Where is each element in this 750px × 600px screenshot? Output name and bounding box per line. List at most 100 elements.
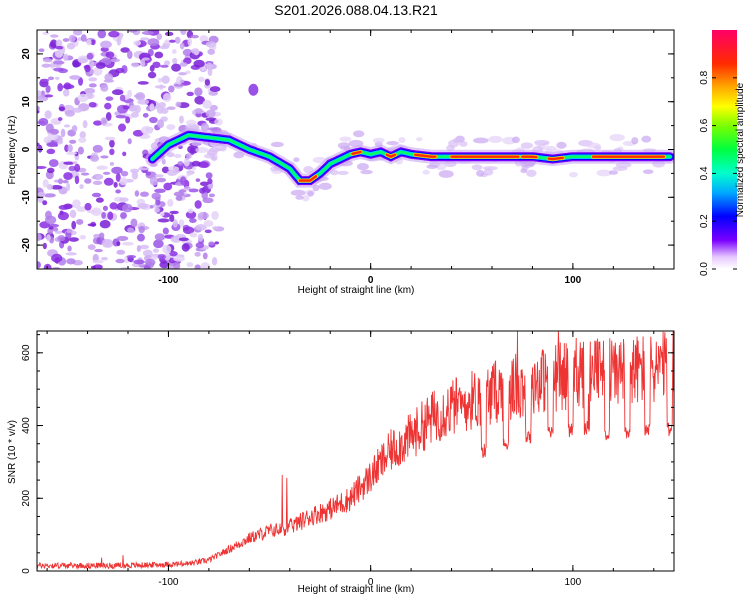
noise-blob: [186, 262, 194, 268]
noise-blob: [295, 195, 304, 200]
noise-blob: [101, 211, 106, 219]
noise-blob: [211, 210, 219, 220]
noise-blob: [631, 137, 639, 145]
noise-blob: [209, 104, 218, 111]
noise-blob: [194, 87, 203, 97]
noise-blob: [100, 47, 109, 53]
noise-blob: [163, 252, 171, 261]
noise-blob: [131, 171, 139, 180]
noise-blob: [198, 76, 205, 83]
noise-blob: [202, 99, 212, 109]
noise-blob: [189, 218, 197, 223]
noise-blob: [42, 179, 49, 188]
noise-blob: [57, 83, 64, 92]
noise-blob: [473, 137, 489, 144]
noise-blob: [88, 83, 97, 88]
noise-blob: [209, 86, 221, 93]
noise-blob: [163, 182, 173, 191]
noise-blob: [42, 200, 48, 206]
noise-blob: [211, 257, 218, 266]
noise-blob: [77, 93, 89, 103]
noise-blob: [190, 34, 199, 39]
noise-blob: [37, 191, 46, 198]
noise-blob: [169, 210, 179, 215]
noise-blob: [79, 131, 86, 139]
noise-blob: [569, 171, 578, 178]
snr-x-ticks: -100 0 100: [46, 331, 655, 588]
noise-blob: [180, 79, 185, 84]
noise-blob: [208, 90, 218, 96]
noise-blob: [483, 168, 494, 176]
noise-blob: [126, 255, 136, 259]
noise-blob: [154, 188, 166, 193]
noise-blob: [95, 62, 106, 69]
noise-blob: [89, 154, 100, 162]
noise-blob: [157, 119, 165, 129]
noise-blob: [63, 124, 71, 128]
noise-blob: [43, 193, 56, 198]
noise-blob: [111, 166, 123, 175]
noise-blob: [166, 106, 176, 111]
noise-blob: [44, 94, 54, 98]
noise-blob: [248, 83, 259, 96]
noise-blob: [127, 89, 133, 98]
noise-blob: [353, 130, 365, 138]
y-tick-label: 400: [21, 417, 32, 434]
y-tick-label: 0: [21, 568, 32, 574]
noise-blob: [80, 34, 87, 42]
noise-blob: [65, 252, 77, 256]
noise-blob: [122, 151, 127, 157]
noise-blob: [312, 184, 320, 192]
noise-blob: [156, 33, 163, 41]
noise-blob: [115, 189, 121, 194]
noise-blob: [448, 139, 460, 148]
noise-blob: [84, 64, 91, 73]
noise-blob: [88, 77, 98, 82]
noise-blob: [55, 45, 64, 50]
noise-blob: [72, 161, 78, 165]
noise-blob: [136, 245, 141, 253]
noise-blob: [74, 163, 81, 172]
x-tick-label: -100: [158, 577, 178, 588]
noise-blob: [74, 175, 80, 185]
noise-blob: [398, 136, 406, 144]
noise-blob: [72, 60, 80, 68]
noise-blob: [194, 95, 205, 105]
noise-blob: [131, 111, 139, 118]
noise-blob: [62, 89, 70, 97]
noise-blob: [79, 234, 86, 240]
noise-blob: [187, 144, 199, 154]
noise-blob: [46, 234, 51, 242]
noise-blob: [107, 211, 114, 220]
noise-blob: [93, 66, 103, 76]
colorbar-tick-label: 0.4: [699, 166, 710, 180]
noise-blob: [115, 258, 125, 264]
noise-blob: [161, 75, 170, 84]
noise-blob: [131, 62, 140, 68]
noise-blob: [100, 117, 108, 125]
noise-blob: [145, 171, 152, 176]
noise-blob: [103, 177, 114, 186]
noise-blob: [38, 118, 49, 126]
noise-blob: [185, 119, 197, 126]
noise-blob: [99, 219, 111, 229]
noise-blob: [156, 177, 167, 183]
colorbar: 0.0 0.2 0.4 0.6 0.8 Normalized spectral ampl…: [699, 30, 746, 276]
noise-blob: [68, 165, 76, 172]
ridge-hot-red: [385, 153, 397, 159]
noise-blob: [608, 170, 619, 175]
noise-blob: [195, 178, 201, 183]
noise-blob: [38, 48, 45, 53]
noise-blob: [175, 101, 182, 108]
noise-blob: [153, 239, 164, 249]
noise-blob: [526, 169, 537, 177]
noise-blob: [208, 241, 215, 246]
noise-blob: [511, 136, 520, 144]
noise-blob: [152, 61, 161, 69]
noise-blob: [149, 205, 154, 209]
noise-blob: [438, 170, 454, 178]
noise-blob: [104, 102, 112, 110]
noise-blob: [534, 140, 545, 145]
noise-blob: [64, 110, 75, 117]
colorbar-ticks: 0.0 0.2 0.4 0.6 0.8: [699, 70, 737, 276]
